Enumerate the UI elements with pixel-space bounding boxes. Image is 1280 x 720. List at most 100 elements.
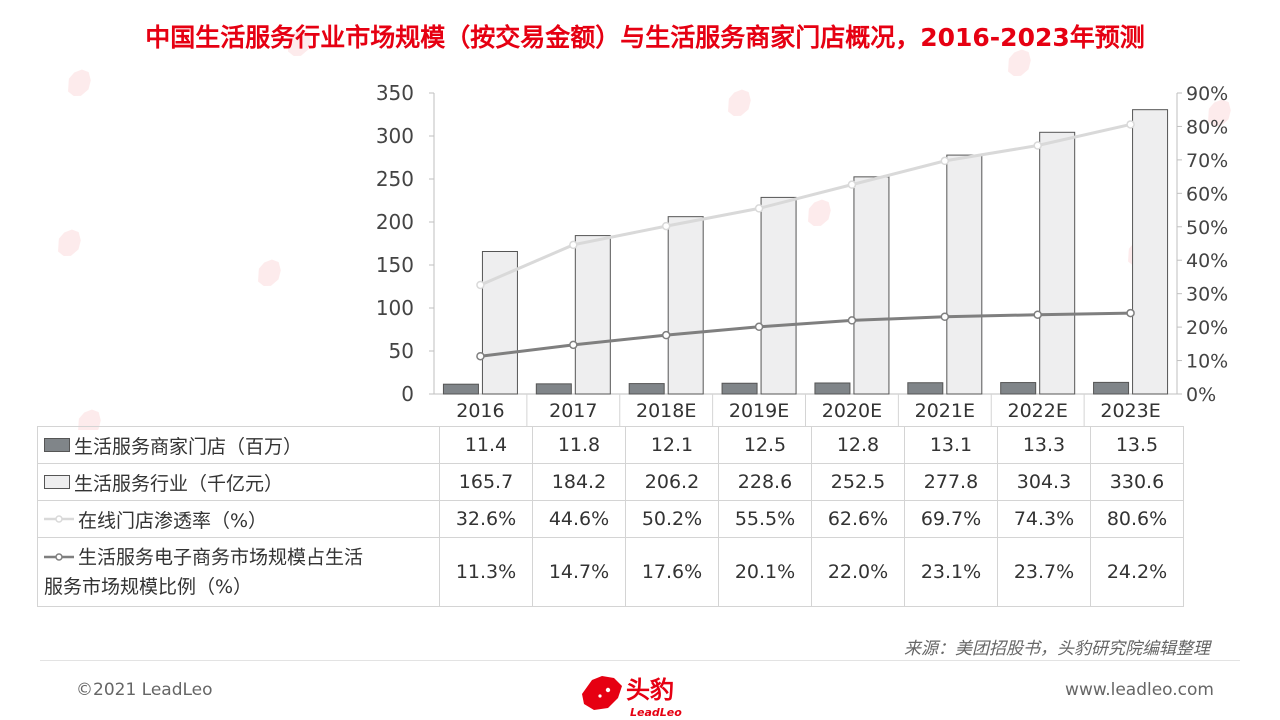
point-ecommerce-share: [476, 351, 485, 361]
legend-line-ecommerce-share: [44, 553, 74, 561]
y-right-tick-label: 20%: [1186, 317, 1228, 339]
cell-penetration-2017: 44.6%: [532, 500, 626, 538]
bar-stores: [814, 382, 851, 395]
x-tick-label: 2023E: [1100, 400, 1160, 422]
legend-label-penetration: 在线门店渗透率（%）: [78, 509, 268, 532]
y-right-tick-label: 30%: [1186, 284, 1228, 306]
combo-chart: 0 50 100 150 200 250 300 350 0% 10% 20% 30% 40% 50% 60…: [58, 29, 1231, 430]
point-penetration: [940, 156, 950, 166]
cell-industry-2022e: 304.3: [997, 463, 1091, 501]
cell-industry-2017: 184.2: [532, 463, 626, 501]
x-tick-label: 2016: [456, 400, 504, 422]
table-row-penetration: 在线门店渗透率（%） 32.6% 44.6% 50.2% 55.5% 62.6%…: [37, 500, 1184, 538]
cell-industry-2021e: 277.8: [904, 463, 998, 501]
legend-label-ecommerce-share-line1: 生活服务电子商务市场规模占生活: [78, 546, 364, 569]
data-table: 生活服务商家门店（百万） 11.4 11.8 12.1 12.5 12.8 13…: [37, 426, 1184, 607]
legend-label-industry: 生活服务行业（千亿元）: [74, 472, 284, 495]
y-right-tick-label: 80%: [1186, 116, 1228, 138]
cell-penetration-2018e: 50.2%: [625, 500, 719, 538]
point-ecommerce-share: [847, 316, 857, 325]
copyright-text: ©2021 LeadLeo: [76, 680, 213, 700]
cell-ecommerce-share-2017: 14.7%: [532, 537, 626, 607]
point-penetration: [661, 221, 671, 231]
cell-industry-2018e: 206.2: [625, 463, 719, 501]
x-tick-label: 2020E: [822, 400, 882, 422]
point-ecommerce-share: [1126, 308, 1135, 318]
y-left-tick-label: 150: [376, 253, 414, 277]
x-tick-label: 2018E: [636, 400, 696, 422]
watermark-leopard-shape: [58, 229, 81, 257]
watermark-leopard-shape: [1208, 99, 1231, 127]
bar-industry: [853, 176, 890, 395]
cell-ecommerce-share-2023e: 24.2%: [1090, 537, 1184, 607]
cell-industry-2016: 165.7: [439, 463, 533, 501]
y-left-tick-label: 100: [376, 296, 414, 320]
bar-stores: [442, 383, 479, 395]
watermark-leopard-shape: [728, 89, 751, 117]
y-right-tick-label: 60%: [1186, 183, 1228, 205]
bar-stores: [907, 382, 944, 395]
logo-en-text: LeadLeo: [630, 706, 682, 719]
cell-ecommerce-share-2016: 11.3%: [439, 537, 533, 607]
legend-label-ecommerce-share-line2: 服务市场规模比例（%）: [44, 576, 253, 599]
watermark-leopard-icon: [258, 259, 281, 287]
watermark-leopard-icon: [68, 69, 91, 97]
point-ecommerce-share: [754, 322, 764, 332]
point-penetration: [847, 180, 857, 189]
point-penetration: [1126, 120, 1135, 129]
leadleo-logo: 头豹 LeadLeo: [582, 676, 682, 719]
bar-industry: [574, 235, 611, 395]
leopard-head-icon: [582, 676, 622, 710]
y-right-tick-label: 40%: [1186, 250, 1228, 272]
cell-industry-2023e: 330.6: [1090, 463, 1184, 501]
watermark-leopard-icon: [808, 199, 831, 227]
bar-industry: [667, 216, 704, 395]
cell-stores-2018e: 12.1: [625, 426, 719, 464]
bar-stores: [721, 382, 758, 395]
watermark-leopard-icon: [728, 89, 751, 117]
bar-industry: [1132, 109, 1169, 395]
watermark-leopard-shape: [258, 259, 281, 287]
legend-swatch-stores: [44, 438, 70, 452]
watermark-leopard-shape: [288, 29, 311, 57]
watermark-leopard-shape: [808, 199, 831, 227]
y-right-tick-label: 50%: [1186, 217, 1228, 239]
bar-industry: [946, 154, 983, 395]
cell-ecommerce-share-2019e: 20.1%: [718, 537, 812, 607]
cell-penetration-2020e: 62.6%: [811, 500, 905, 538]
cell-ecommerce-share-2020e: 22.0%: [811, 537, 905, 607]
y-left-tick-label: 250: [376, 167, 414, 191]
legend-line-penetration: [44, 515, 74, 523]
footer-divider: [40, 660, 1240, 661]
y-right-tick-label: 90%: [1186, 83, 1228, 105]
y-right-tick-label: 0%: [1186, 384, 1216, 406]
page-title: 中国生活服务行业市场规模（按交易金额）与生活服务商家门店概况，2016-2023…: [145, 23, 1145, 52]
point-penetration: [476, 280, 485, 290]
cell-penetration-2019e: 55.5%: [718, 500, 812, 538]
cell-industry-2019e: 228.6: [718, 463, 812, 501]
cell-penetration-2016: 32.6%: [439, 500, 533, 538]
cell-penetration-2021e: 69.7%: [904, 500, 998, 538]
point-ecommerce-share: [661, 330, 671, 340]
x-tick-label: 2019E: [729, 400, 789, 422]
x-tick-label: 2022E: [1008, 400, 1068, 422]
cell-ecommerce-share-2022e: 23.7%: [997, 537, 1091, 607]
watermark-leopard-shape: [1008, 49, 1031, 77]
y-right-tick-label: 70%: [1186, 150, 1228, 172]
cell-penetration-2023e: 80.6%: [1090, 500, 1184, 538]
cell-stores-2019e: 12.5: [718, 426, 812, 464]
point-penetration: [1033, 141, 1042, 150]
cell-stores-2016: 11.4: [439, 426, 533, 464]
line-ecommerce-share: [480, 311, 1131, 358]
bar-industry: [760, 196, 797, 395]
y-left-tick-label: 50: [389, 339, 414, 363]
cell-stores-2020e: 12.8: [811, 426, 905, 464]
bar-industry: [1039, 131, 1076, 395]
logo-cn-text: 头豹: [626, 676, 674, 704]
source-note: 来源：美团招股书，头豹研究院编辑整理: [904, 639, 1210, 659]
y-left-tick-label: 200: [376, 210, 414, 234]
website-url: www.leadleo.com: [1065, 680, 1214, 700]
x-tick-label: 2021E: [915, 400, 975, 422]
cell-stores-2021e: 13.1: [904, 426, 998, 464]
cell-stores-2023e: 13.5: [1090, 426, 1184, 464]
